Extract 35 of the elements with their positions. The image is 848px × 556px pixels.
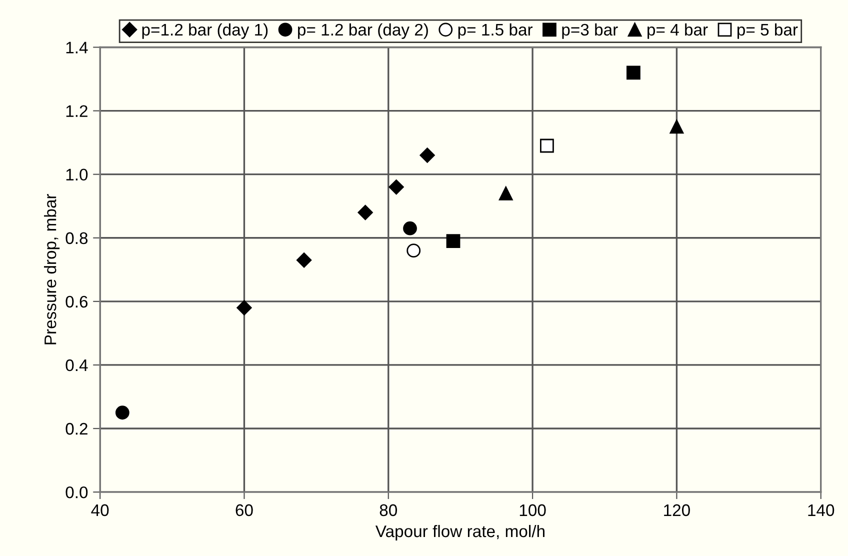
y-tick-label: 1.2	[66, 105, 88, 117]
point	[296, 252, 312, 268]
legend-label: p= 5 bar	[737, 23, 798, 39]
x-tick-label: 40	[91, 504, 109, 516]
point	[388, 179, 404, 195]
x-tick-label: 60	[236, 504, 253, 516]
point	[406, 244, 421, 258]
point	[540, 138, 554, 153]
point	[403, 221, 417, 236]
x-axis-title: Vapour flow rate, mol/h	[375, 524, 544, 540]
y-tick-label: 0.8	[66, 232, 88, 244]
point	[420, 148, 435, 163]
x-tick-label: 120	[664, 504, 690, 516]
point	[358, 204, 373, 220]
y-tick-label: 1.0	[66, 168, 88, 181]
point	[236, 300, 252, 316]
y-axis-title: Pressure drop, mbar	[44, 194, 60, 344]
y-tick-label: 0.2	[66, 422, 88, 435]
point	[498, 186, 513, 200]
point	[446, 234, 460, 248]
y-tick-label: 0.6	[66, 296, 88, 308]
point	[626, 66, 640, 80]
legend-label: p=1.2 bar (day 1)	[142, 23, 268, 39]
point	[115, 406, 130, 420]
y-tick-label: 0.0	[66, 486, 88, 498]
legend-label: p=3 bar	[562, 23, 618, 39]
x-tick-label: 100	[520, 504, 546, 516]
x-tick-label: 80	[380, 504, 397, 516]
y-tick-label: 1.4	[66, 42, 88, 54]
point	[670, 120, 684, 134]
legend-label: p= 1.5 bar	[458, 23, 533, 39]
legend-label: p= 1.2 bar (day 2)	[298, 23, 428, 39]
x-tick-label: 140	[808, 504, 834, 516]
y-tick-label: 0.4	[66, 359, 88, 372]
legend-label: p= 4 bar	[648, 23, 708, 39]
